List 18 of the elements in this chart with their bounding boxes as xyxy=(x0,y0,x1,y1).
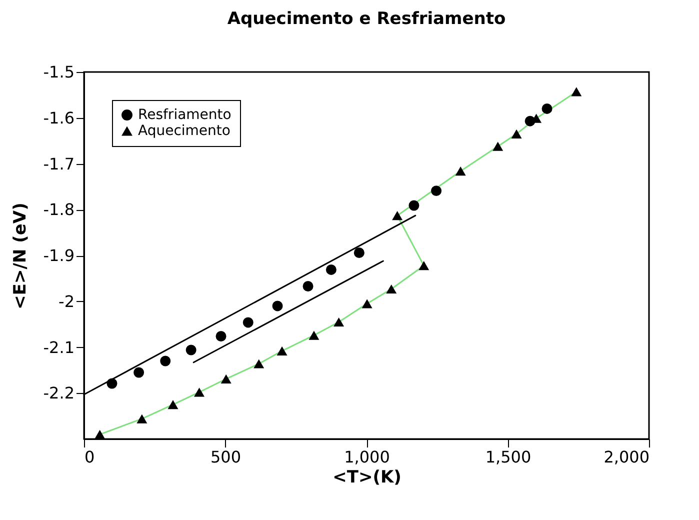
y-tick-label: -1.9 xyxy=(43,246,74,265)
legend-label: Aquecimento xyxy=(138,123,230,139)
y-tick-label: -2.2 xyxy=(43,384,74,403)
x-tick-label: 1,500 xyxy=(485,448,532,466)
legend-label: Resfriamento xyxy=(138,107,232,123)
y-tick-label: -1.7 xyxy=(43,154,74,174)
y-tick-label: -2 xyxy=(58,292,74,311)
x-tick-label: 1,000 xyxy=(344,448,390,466)
y-tick-label: -1.5 xyxy=(43,62,74,82)
y-tick-label: -1.6 xyxy=(43,108,74,128)
x-tick-label: 2,000 xyxy=(604,448,650,466)
x-axis-title: <T>(K) xyxy=(332,468,402,488)
x-tick-label: 0 xyxy=(84,448,95,466)
y-axis-title: <E>/N (eV) xyxy=(10,202,30,310)
x-tick-label: 500 xyxy=(210,448,242,466)
y-tick-label: -2.1 xyxy=(43,338,74,357)
y-tick-label: -1.8 xyxy=(43,200,74,220)
chart-title: Aquecimento e Resfriamento xyxy=(227,9,506,29)
